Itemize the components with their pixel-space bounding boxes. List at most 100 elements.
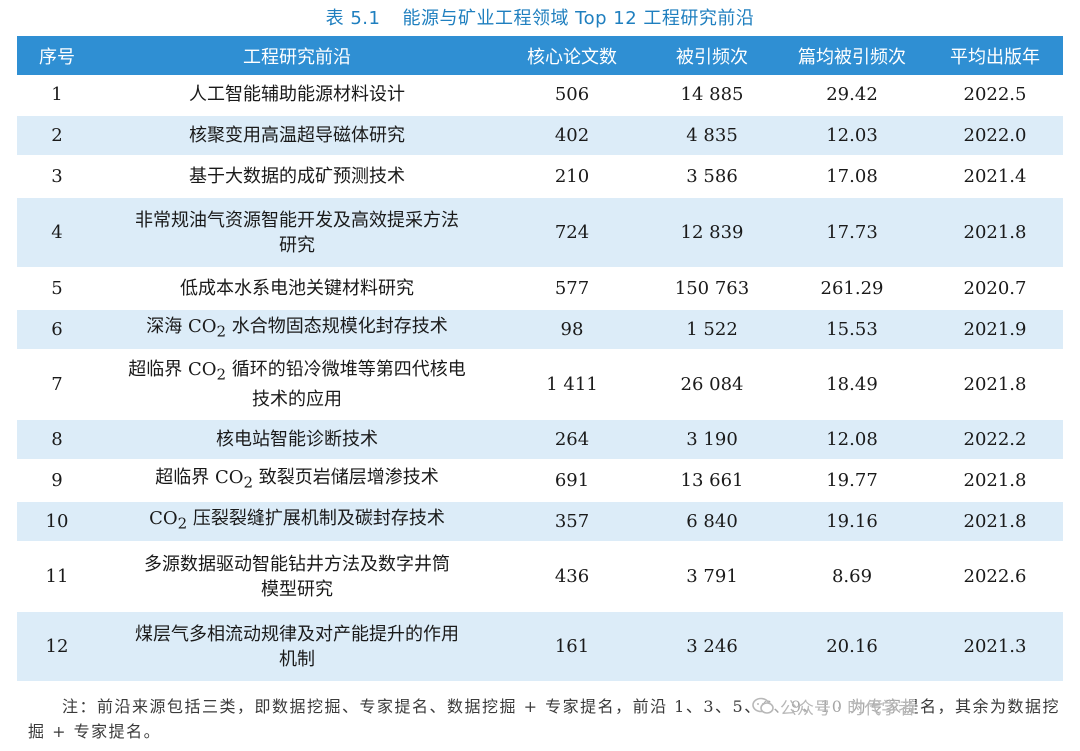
frontier-name-pre: CO [149, 508, 178, 530]
table-row: 2 核聚变用高温超导磁体研究 402 4 835 12.03 2022.0 [17, 115, 1063, 157]
row-number: 7 [17, 350, 97, 420]
row-number: 5 [17, 268, 97, 310]
frontier-name-pre: 深海 CO [146, 316, 217, 338]
frontier-name: 超临界 CO2 致裂页岩储层增渗技术 [97, 460, 497, 502]
header-papers: 核心论文数 [497, 36, 647, 75]
header-citations: 被引频次 [647, 36, 777, 75]
avg-publication-year: 2021.8 [927, 501, 1063, 543]
avg-citations: 17.73 [777, 197, 927, 269]
header-frontier: 工程研究前沿 [97, 36, 497, 75]
core-papers: 436 [497, 542, 647, 612]
frontier-name: 非常规油气资源智能开发及高效提采方法 研究 [97, 197, 497, 269]
core-papers: 264 [497, 419, 647, 461]
frontier-name-post: 致裂页岩储层增渗技术 [253, 467, 439, 489]
avg-publication-year: 2021.3 [927, 611, 1063, 683]
frontier-name: 煤层气多相流动规律及对产能提升的作用 机制 [97, 611, 497, 683]
avg-citations: 19.16 [777, 501, 927, 543]
frontier-name: 核电站智能诊断技术 [97, 419, 497, 461]
table-row: 9 超临界 CO2 致裂页岩储层增渗技术 691 13 661 19.77 20… [17, 460, 1063, 502]
avg-citations: 17.08 [777, 156, 927, 198]
core-papers: 357 [497, 501, 647, 543]
frontier-name-line2: 机制 [279, 648, 315, 670]
avg-publication-year: 2021.9 [927, 309, 1063, 351]
core-papers: 1 411 [497, 350, 647, 420]
citation-count: 13 661 [647, 460, 777, 502]
avg-publication-year: 2021.4 [927, 156, 1063, 198]
table-row: 8 核电站智能诊断技术 264 3 190 12.08 2022.2 [17, 419, 1063, 461]
core-papers: 161 [497, 611, 647, 683]
frontier-name: 基于大数据的成矿预测技术 [97, 156, 497, 198]
frontier-name: 低成本水系电池关键材料研究 [97, 268, 497, 310]
watermark-text: 公众号 · 时代学者 [780, 698, 916, 719]
avg-publication-year: 2020.7 [927, 268, 1063, 310]
table-row: 11 多源数据驱动智能钻井方法及数字井筒 模型研究 436 3 791 8.69 … [17, 542, 1063, 612]
avg-citations: 8.69 [777, 542, 927, 612]
subscript-2: 2 [216, 322, 227, 341]
watermark: 公众号 · 时代学者 [752, 693, 916, 719]
core-papers: 98 [497, 309, 647, 351]
frontier-name: 人工智能辅助能源材料设计 [97, 75, 497, 116]
table-header-row: 序号 工程研究前沿 核心论文数 被引频次 篇均被引频次 平均出版年 [17, 36, 1063, 75]
row-number: 8 [17, 419, 97, 461]
frontier-name-line1: 非常规油气资源智能开发及高效提采方法 [135, 209, 459, 231]
core-papers: 402 [497, 115, 647, 157]
citation-count: 3 586 [647, 156, 777, 198]
core-papers: 691 [497, 460, 647, 502]
core-papers: 577 [497, 268, 647, 310]
table-row: 3 基于大数据的成矿预测技术 210 3 586 17.08 2021.4 [17, 156, 1063, 198]
table-row: 4 非常规油气资源智能开发及高效提采方法 研究 724 12 839 17.73 … [17, 197, 1063, 269]
avg-publication-year: 2022.5 [927, 75, 1063, 116]
avg-citations: 29.42 [777, 75, 927, 116]
header-avg-citations: 篇均被引频次 [777, 36, 927, 75]
frontier-name-post: 压裂裂缝扩展机制及碳封存技术 [187, 508, 445, 530]
row-number: 6 [17, 309, 97, 351]
avg-citations: 12.03 [777, 115, 927, 157]
citation-count: 3 190 [647, 419, 777, 461]
frontier-name: CO2 压裂裂缝扩展机制及碳封存技术 [97, 501, 497, 543]
table-row: 6 深海 CO2 水合物固态规模化封存技术 98 1 522 15.53 202… [17, 309, 1063, 351]
core-papers: 210 [497, 156, 647, 198]
frontier-name-line1: 煤层气多相流动规律及对产能提升的作用 [135, 623, 459, 645]
subscript-2: 2 [177, 514, 188, 533]
table-row: 12 煤层气多相流动规律及对产能提升的作用 机制 161 3 246 20.16 … [17, 611, 1063, 683]
frontier-name: 深海 CO2 水合物固态规模化封存技术 [97, 309, 497, 351]
row-number: 4 [17, 197, 97, 269]
citation-count: 3 246 [647, 611, 777, 683]
header-year: 平均出版年 [927, 36, 1063, 75]
row-number: 12 [17, 611, 97, 683]
avg-publication-year: 2021.8 [927, 460, 1063, 502]
frontier-name-line2: 模型研究 [261, 578, 333, 600]
citation-count: 4 835 [647, 115, 777, 157]
avg-publication-year: 2021.8 [927, 350, 1063, 420]
frontier-name-pre: 超临界 CO [128, 358, 217, 380]
citation-count: 14 885 [647, 75, 777, 116]
avg-publication-year: 2021.8 [927, 197, 1063, 269]
avg-citations: 261.29 [777, 268, 927, 310]
table-row: 5 低成本水系电池关键材料研究 577 150 763 261.29 2020.… [17, 268, 1063, 310]
citation-count: 3 791 [647, 542, 777, 612]
citation-count: 6 840 [647, 501, 777, 543]
table-row: 7 超临界 CO2 循环的铅冷微堆等第四代核电技术的应用 1 411 26 08… [17, 350, 1063, 420]
table-caption: 表 5.1 能源与矿业工程领域 Top 12 工程研究前沿 [0, 4, 1080, 30]
avg-citations: 18.49 [777, 350, 927, 420]
citation-count: 12 839 [647, 197, 777, 269]
header-no: 序号 [17, 36, 97, 75]
citation-count: 26 084 [647, 350, 777, 420]
row-number: 3 [17, 156, 97, 198]
table-row: 10 CO2 压裂裂缝扩展机制及碳封存技术 357 6 840 19.16 20… [17, 501, 1063, 543]
core-papers: 506 [497, 75, 647, 116]
wechat-official-account-icon [752, 697, 774, 715]
frontier-name: 多源数据驱动智能钻井方法及数字井筒 模型研究 [97, 542, 497, 612]
core-papers: 724 [497, 197, 647, 269]
table-title: 能源与矿业工程领域 Top 12 工程研究前沿 [402, 8, 755, 29]
row-number: 11 [17, 542, 97, 612]
avg-citations: 20.16 [777, 611, 927, 683]
subscript-2: 2 [216, 365, 227, 384]
frontier-name-post: 循环的铅冷微堆等第四代核电 [226, 358, 466, 380]
frontier-name-post: 水合物固态规模化封存技术 [226, 316, 448, 338]
avg-publication-year: 2022.0 [927, 115, 1063, 157]
frontier-name: 超临界 CO2 循环的铅冷微堆等第四代核电技术的应用 [97, 350, 497, 420]
row-number: 10 [17, 501, 97, 543]
frontier-name-line2: 技术的应用 [252, 389, 342, 411]
citation-count: 1 522 [647, 309, 777, 351]
